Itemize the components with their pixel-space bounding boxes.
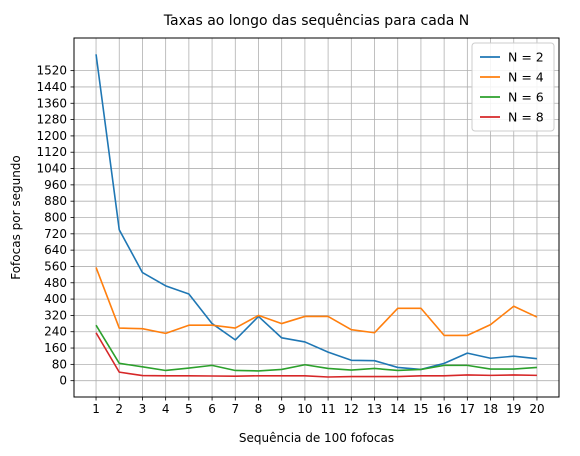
y-tick-label: 720 <box>44 227 67 241</box>
x-tick-label: 13 <box>367 402 382 416</box>
x-tick-label: 15 <box>413 402 428 416</box>
x-tick-label: 7 <box>231 402 239 416</box>
x-tick-label: 14 <box>390 402 405 416</box>
y-tick-label: 960 <box>44 178 67 192</box>
x-tick-label: 4 <box>162 402 170 416</box>
x-tick-label: 9 <box>278 402 286 416</box>
y-tick-label: 1440 <box>36 80 67 94</box>
x-axis-label: Sequência de 100 fofocas <box>239 431 394 445</box>
x-tick-label: 18 <box>483 402 498 416</box>
legend-label: N = 2 <box>508 50 544 65</box>
x-tick-label: 2 <box>115 402 123 416</box>
y-tick-label: 1200 <box>36 129 67 143</box>
y-tick-label: 560 <box>44 259 67 273</box>
y-tick-label: 880 <box>44 194 67 208</box>
x-tick-label: 8 <box>255 402 263 416</box>
y-tick-label: 1280 <box>36 113 67 127</box>
x-tick-label: 17 <box>460 402 475 416</box>
x-tick-label: 12 <box>344 402 359 416</box>
x-tick-label: 3 <box>139 402 147 416</box>
legend-label: N = 4 <box>508 70 544 85</box>
y-tick-label: 0 <box>59 374 67 388</box>
y-tick-label: 640 <box>44 243 67 257</box>
y-tick-label: 240 <box>44 325 67 339</box>
y-tick-label: 80 <box>52 357 67 371</box>
y-tick-label: 800 <box>44 211 67 225</box>
legend-label: N = 6 <box>508 90 544 105</box>
y-tick-label: 320 <box>44 308 67 322</box>
y-tick-label: 400 <box>44 292 67 306</box>
y-tick-label: 1360 <box>36 96 67 110</box>
y-tick-label: 160 <box>44 341 67 355</box>
chart-title: Taxas ao longo das sequências para cada … <box>163 13 469 29</box>
y-tick-label: 480 <box>44 276 67 290</box>
x-tick-label: 5 <box>185 402 193 416</box>
x-tick-label: 20 <box>529 402 544 416</box>
x-tick-label: 6 <box>208 402 216 416</box>
x-tick-label: 1 <box>92 402 100 416</box>
x-tick-label: 16 <box>436 402 451 416</box>
y-axis-label: Fofocas por segundo <box>9 155 23 280</box>
y-tick-label: 1040 <box>36 162 67 176</box>
y-tick-label: 1520 <box>36 64 67 78</box>
legend-label: N = 8 <box>508 110 544 125</box>
x-tick-label: 11 <box>320 402 335 416</box>
x-tick-label: 10 <box>297 402 312 416</box>
legend: N = 2 N = 4 N = 6 N = 8 <box>472 43 554 131</box>
x-tick-label: 19 <box>506 402 521 416</box>
y-tick-label: 1120 <box>36 145 67 159</box>
